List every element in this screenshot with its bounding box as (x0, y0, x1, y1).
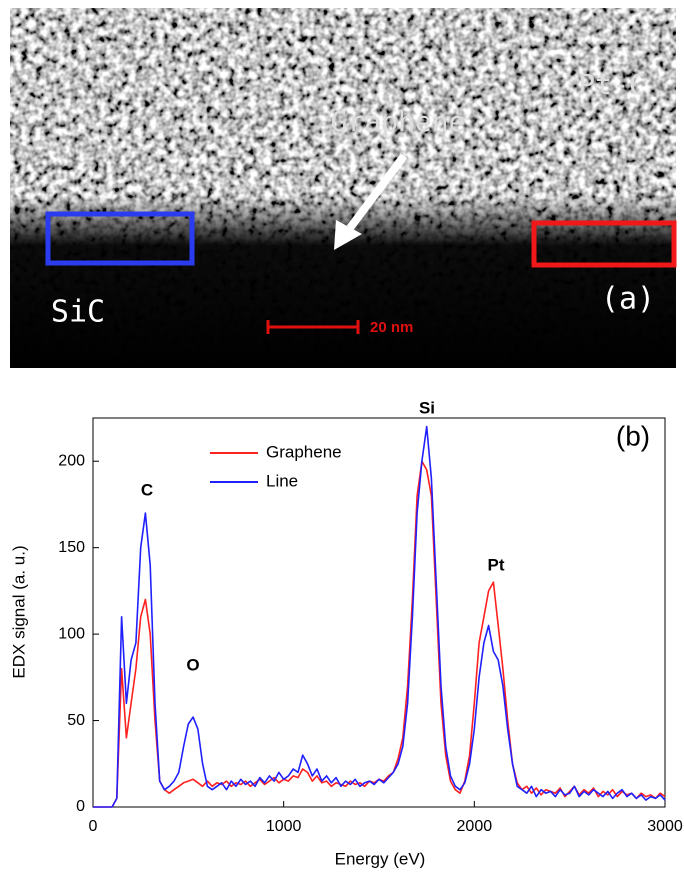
image-panel: Pt-C Graphene SiC (a) 20 nm (10, 8, 677, 368)
x-tick-label: 3000 (647, 818, 683, 835)
y-tick-label: 200 (58, 452, 85, 469)
image-label: Graphene (331, 105, 466, 138)
x-tick-label: 2000 (457, 818, 493, 835)
x-axis-label: Energy (eV) (335, 849, 426, 868)
peak-label: C (141, 480, 153, 499)
plot-frame (92, 417, 666, 808)
y-tick-label: 150 (58, 539, 85, 556)
y-tick-label: 100 (58, 625, 85, 642)
series-line (93, 425, 666, 808)
image-label: Pt-C (578, 68, 645, 101)
legend-label: Graphene (266, 442, 342, 461)
image-shade (10, 8, 676, 368)
spectrum-chart: Energy (eV) EDX signal (a. u.) (b) C O S… (9, 398, 682, 868)
arrow-shaft (346, 153, 408, 231)
legend-label: Line (266, 471, 298, 490)
y-axis-label: EDX signal (a. u.) (9, 545, 28, 678)
peak-label: O (186, 655, 199, 674)
y-tick-label: 50 (67, 712, 85, 729)
red-box (531, 220, 677, 268)
x-tick-label: 1000 (266, 818, 302, 835)
x-tick-label: 0 (89, 818, 98, 835)
scale-label: 20 nm (370, 319, 413, 336)
panel-label: (b) (616, 420, 650, 451)
series-line (93, 460, 666, 808)
blue-box (45, 211, 195, 266)
image-label: SiC (51, 295, 105, 330)
panel-label: (a) (601, 282, 655, 317)
peak-label: Pt (488, 555, 505, 574)
arrow-head (334, 220, 362, 250)
peak-label: Si (419, 398, 435, 417)
y-tick-label: 0 (76, 798, 85, 815)
